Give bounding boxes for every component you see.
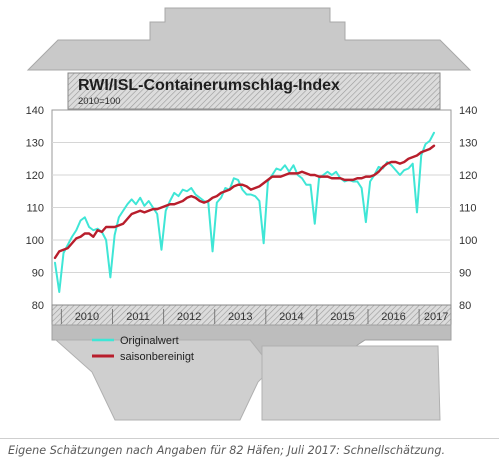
y-tick-label-right: 90	[459, 268, 471, 280]
gridlines	[52, 142, 451, 273]
x-tick-label: 2014	[279, 311, 303, 323]
y-tick-label-left: 90	[32, 268, 44, 280]
y-tick-label-left: 140	[26, 105, 44, 117]
title-box	[67, 72, 441, 110]
y-tick-label-left: 80	[32, 300, 44, 312]
series-line-originalwert	[54, 131, 435, 293]
x-axis-labels: 2010 2011 2012 2013 2014 2015 2016 2017	[60, 309, 448, 324]
x-tick-label: 2015	[330, 311, 354, 323]
caption: Eigene Schätzungen nach Angaben für 82 H…	[8, 444, 446, 457]
y-tick-label-right: 140	[459, 105, 477, 117]
y-tick-label-right: 100	[459, 235, 477, 247]
legend: Originalwert saisonbereinigt	[92, 335, 194, 363]
y-tick-label-left: 130	[26, 138, 44, 150]
legend-label-saisonbereinigt: saisonbereinigt	[120, 351, 194, 363]
x-tick-label: 2013	[228, 311, 252, 323]
series-lines	[53, 131, 436, 293]
y-axis-left: 80 90 100 110 120 130 140	[26, 105, 44, 312]
caption-rule	[0, 438, 499, 439]
x-tick-label: 2012	[177, 311, 201, 323]
x-tick-label: 2016	[381, 311, 405, 323]
chart-title: RWI/ISL-Containerumschlag-Index	[78, 77, 340, 94]
y-axis-right: 80 90 100 110 120 130 140	[459, 105, 477, 312]
y-tick-label-right: 130	[459, 138, 477, 150]
x-tick-label: 2017	[424, 311, 448, 323]
ship-hull-decoration	[51, 304, 452, 421]
y-tick-label-left: 110	[26, 203, 44, 215]
x-tick-label: 2010	[75, 311, 99, 323]
x-tick-label: 2011	[126, 311, 150, 323]
y-tick-label-left: 120	[26, 170, 44, 182]
legend-label-originalwert: Originalwert	[120, 335, 179, 347]
chart-subtitle: 2010=100	[78, 96, 121, 107]
ship-top-decoration	[26, 7, 472, 71]
y-tick-label-left: 100	[26, 235, 44, 247]
y-tick-label-right: 120	[459, 170, 477, 182]
y-tick-label-right: 80	[459, 300, 471, 312]
series-line-saisonbereinigt	[53, 144, 436, 260]
y-tick-label-right: 110	[459, 203, 477, 215]
